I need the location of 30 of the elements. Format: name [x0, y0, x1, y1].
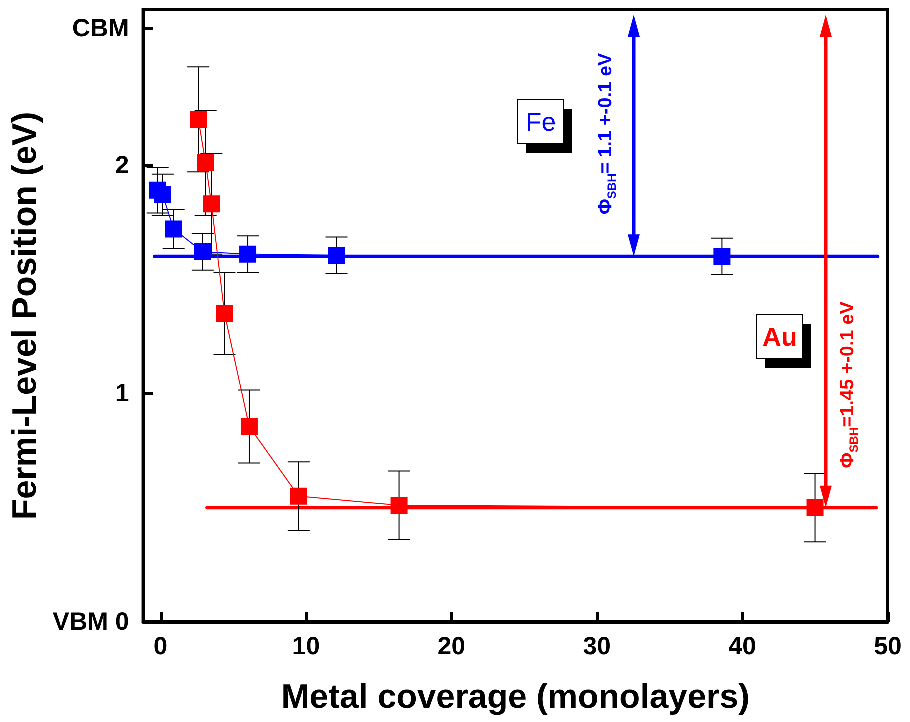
point [197, 154, 214, 172]
x-tick-label: 10 [292, 632, 320, 660]
y-tick-label: CBM [72, 14, 130, 42]
point [154, 186, 172, 204]
x-tick-label: 0 [154, 632, 168, 660]
point [240, 246, 257, 263]
annotation: ΦSBH=1.45 +-0.1 eV [838, 301, 861, 468]
text: Fe [526, 107, 556, 137]
point [390, 497, 408, 514]
y-axis-title: Fermi-Level Position (eV) [6, 112, 44, 520]
y-tick-label: VBM 0 [52, 608, 130, 636]
point [328, 246, 346, 264]
x-tick-label: 20 [438, 632, 466, 660]
point [714, 248, 731, 266]
y-tick-label: 2 [115, 151, 130, 180]
point [194, 244, 212, 261]
annotation: ΦSBH= 1.1 +-0.1 eV [596, 53, 619, 215]
point [290, 488, 308, 505]
point [240, 418, 258, 436]
point [165, 220, 182, 238]
point [216, 305, 234, 322]
x-tick-label: 40 [728, 632, 756, 660]
x-tick-label: 30 [583, 632, 612, 660]
point [806, 499, 824, 516]
point [190, 111, 208, 128]
text: Au [762, 322, 798, 352]
x-axis-title: Metal coverage (monolayers) [281, 678, 750, 716]
y-tick-label: 1 [115, 380, 130, 408]
x-tick-label: 50 [874, 632, 902, 660]
point [203, 196, 220, 213]
